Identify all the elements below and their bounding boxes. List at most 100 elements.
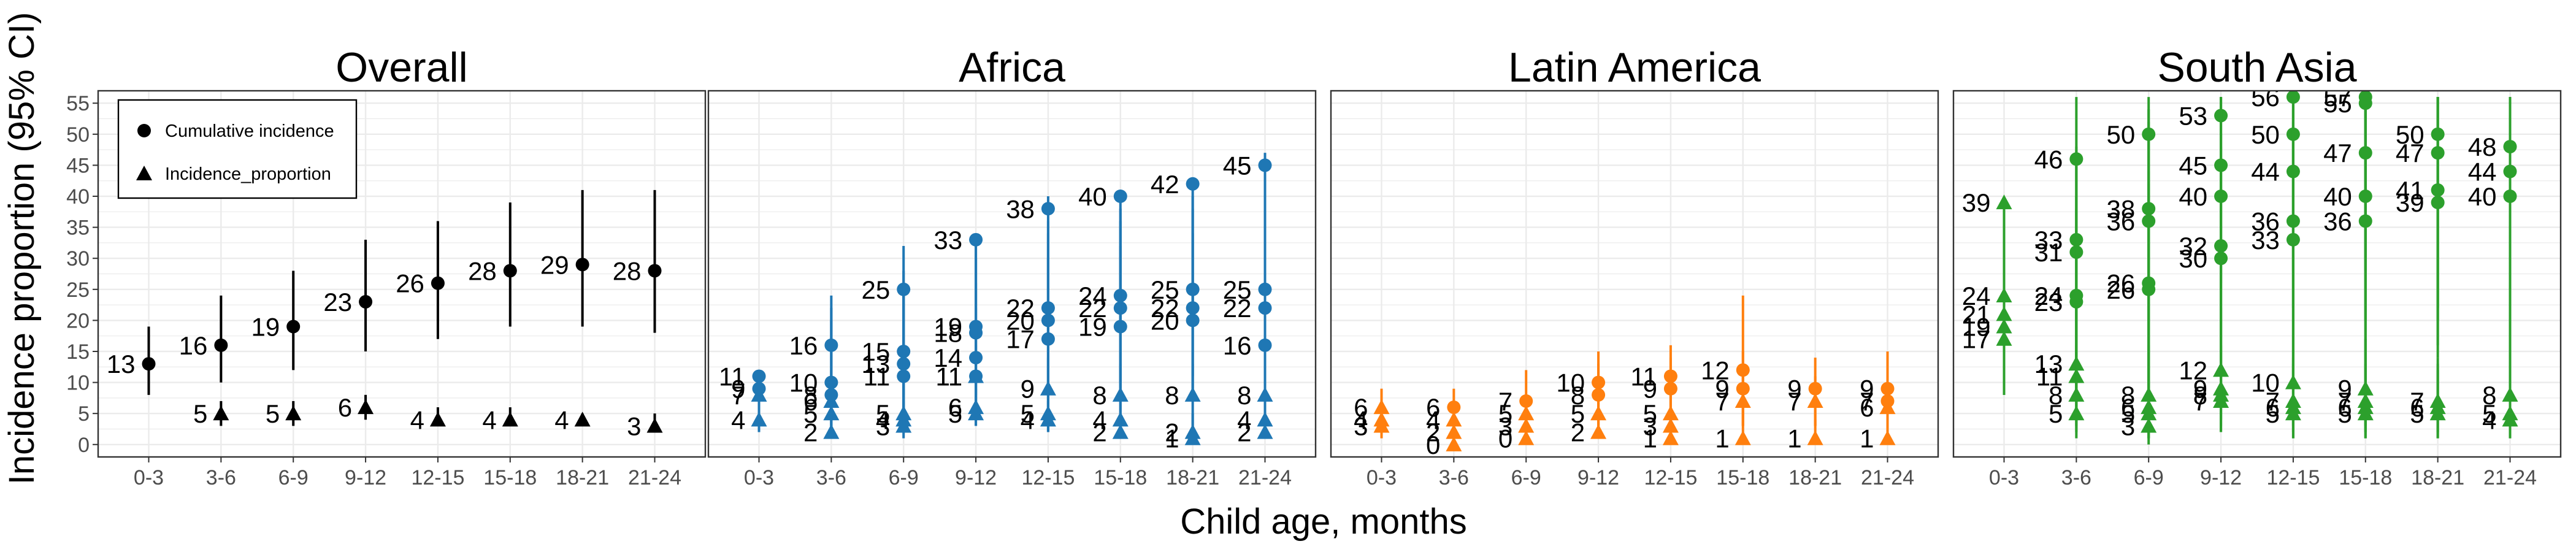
panel-title: South Asia xyxy=(2157,44,2356,91)
panel-1: Africa 0-3 3-6 6-9 9-12 12-15 15-18 18-21 21-24 7… xyxy=(707,44,1317,489)
panel-border xyxy=(707,90,1317,458)
data-label: 48 xyxy=(2468,132,2497,161)
data-label: 5 xyxy=(193,399,207,428)
data-label: 57 xyxy=(2323,83,2352,112)
incidence-point xyxy=(646,418,663,433)
data-label: 0 xyxy=(1498,424,1512,453)
data-label: 7 xyxy=(1860,387,1874,416)
data-label: 6 xyxy=(948,393,962,422)
data-label: 33 xyxy=(2251,226,2280,255)
cumulative-point xyxy=(1592,388,1606,402)
data-label: 5 xyxy=(1643,399,1657,428)
data-label: 2 xyxy=(1092,418,1106,447)
legend-circle-symbol xyxy=(137,124,151,137)
data-label: 38 xyxy=(2106,194,2135,223)
x-tick-label: 18-21 xyxy=(1166,466,1219,489)
data-label: 1 xyxy=(1643,424,1657,453)
data-label: 16 xyxy=(1223,331,1252,360)
y-tick-label: 20 xyxy=(66,309,90,332)
data-label: 25 xyxy=(1151,275,1179,304)
data-label: 11 xyxy=(935,362,962,391)
data-label: 26 xyxy=(396,269,424,298)
data-label: 8 xyxy=(803,381,818,410)
data-label: 56 xyxy=(2251,83,2280,112)
cumulative-point xyxy=(1041,332,1055,346)
data-label: 13 xyxy=(861,350,890,378)
data-label: 5 xyxy=(2482,399,2496,428)
data-label: 31 xyxy=(2034,238,2063,267)
incidence-point xyxy=(2357,405,2374,421)
incidence-point xyxy=(1662,430,1679,445)
data-label: 1 xyxy=(1860,424,1874,453)
data-label: 8 xyxy=(1237,381,1251,410)
x-tick-label: 0-3 xyxy=(744,466,774,489)
cumulative-point xyxy=(1041,202,1055,216)
cumulative-point xyxy=(752,381,766,396)
cumulative-point xyxy=(1880,394,1895,408)
data-label: 1 xyxy=(1715,424,1729,453)
cumulative-point xyxy=(2286,232,2300,247)
data-label: 40 xyxy=(2323,182,2352,211)
data-label: 4 xyxy=(1354,405,1368,434)
data-label: 10 xyxy=(1556,369,1585,397)
cumulative-point xyxy=(286,320,301,334)
data-label: 8 xyxy=(1571,381,1585,410)
data-label: 33 xyxy=(933,226,962,255)
data-label: 4 xyxy=(876,405,890,434)
data-label: 5 xyxy=(2266,399,2280,428)
data-label: 5 xyxy=(876,399,890,428)
y-tick-label: 0 xyxy=(78,434,90,457)
data-label: 2 xyxy=(1571,418,1585,447)
data-label: 6 xyxy=(803,387,818,416)
cumulative-point xyxy=(1113,320,1127,334)
data-label: 46 xyxy=(2034,145,2063,174)
data-label: 40 xyxy=(1078,182,1107,211)
data-label: 24 xyxy=(2034,282,2063,310)
data-label: 20 xyxy=(1151,306,1179,335)
data-label: 23 xyxy=(2034,288,2063,316)
data-label: 11 xyxy=(935,362,962,391)
data-label: 6 xyxy=(1354,393,1368,422)
incidence-point xyxy=(1996,331,2012,346)
data-label: 12 xyxy=(1701,356,1730,385)
data-label: 10 xyxy=(2251,369,2280,397)
cumulative-point xyxy=(1113,190,1127,204)
cumulative-point xyxy=(2358,214,2372,228)
data-label: 1 xyxy=(1787,424,1801,453)
data-label: 4 xyxy=(1237,405,1251,434)
data-label: 9 xyxy=(1021,375,1035,404)
cumulative-point xyxy=(969,369,983,383)
data-label: 7 xyxy=(731,381,745,410)
data-label: 1 xyxy=(1165,424,1179,453)
data-label: 4 xyxy=(1426,405,1440,434)
data-label: 36 xyxy=(2106,207,2135,236)
incidence-point xyxy=(1257,424,1273,439)
y-tick-label: 25 xyxy=(66,278,90,302)
data-label: 17 xyxy=(1962,325,1991,354)
data-label: 7 xyxy=(2410,387,2424,416)
cumulative-point xyxy=(359,295,373,309)
data-label: 22 xyxy=(1078,294,1107,323)
data-label: 15 xyxy=(861,337,890,366)
y-tick-label: 15 xyxy=(66,340,90,364)
y-tick-label: 45 xyxy=(66,154,90,177)
data-label: 18 xyxy=(933,319,962,348)
panel-border xyxy=(1952,90,2562,458)
data-label: 45 xyxy=(2179,151,2207,180)
data-label: 47 xyxy=(2323,139,2352,167)
data-label: 13 xyxy=(107,350,136,378)
incidence-point xyxy=(2429,405,2446,421)
incidence-point xyxy=(1518,430,1535,445)
panel-title: Latin America xyxy=(1508,44,1761,91)
data-label: 9 xyxy=(2337,375,2352,404)
panel-title: Overall xyxy=(335,44,467,91)
data-label: 38 xyxy=(1006,194,1035,223)
data-label: 53 xyxy=(2179,101,2207,130)
data-label: 44 xyxy=(2468,158,2497,186)
x-tick-label: 15-18 xyxy=(1094,466,1147,489)
data-label: 5 xyxy=(1021,399,1035,428)
x-tick-label: 0-3 xyxy=(1989,466,2019,489)
data-label: 45 xyxy=(1223,151,1252,180)
cumulative-point xyxy=(142,357,156,371)
